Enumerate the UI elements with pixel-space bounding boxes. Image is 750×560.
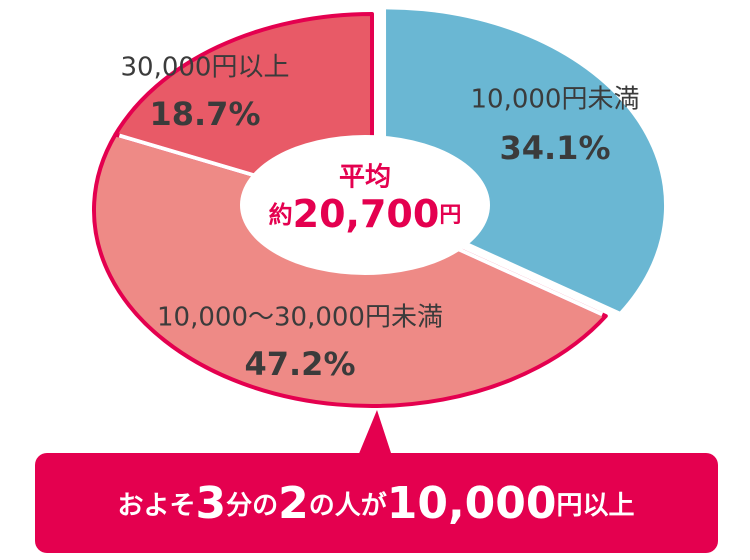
callout: およそ3分の2の人が10,000円以上: [35, 410, 718, 553]
slice-value-label: 18.7%: [149, 95, 260, 133]
center-number: 20,700: [293, 192, 440, 236]
center-value: 約20,700円: [269, 192, 462, 236]
center-hole: [240, 135, 490, 275]
center-title: 平均: [339, 163, 391, 193]
callout-part: の人が: [309, 490, 387, 521]
callout-text: およそ3分の2の人が10,000円以上: [117, 478, 634, 529]
center-prefix: 約: [269, 201, 293, 229]
callout-part: 2: [278, 478, 309, 529]
slice-label: 30,000円以上: [121, 53, 290, 83]
callout-box: [35, 453, 718, 553]
callout-part: およそ: [117, 491, 195, 521]
callout-pointer: [358, 410, 392, 456]
slice-value-label: 34.1%: [499, 129, 610, 167]
callout-part: 10,000: [387, 478, 557, 529]
slice-label: 10,000〜30,000円未満: [157, 303, 443, 333]
center-unit: 円: [439, 203, 461, 228]
callout-part: 3: [195, 478, 226, 529]
callout-part: 分の: [226, 491, 278, 521]
callout-part: 円以上: [557, 491, 635, 521]
slice-value-label: 47.2%: [244, 345, 355, 383]
slice-label: 10,000円未満: [471, 85, 640, 115]
